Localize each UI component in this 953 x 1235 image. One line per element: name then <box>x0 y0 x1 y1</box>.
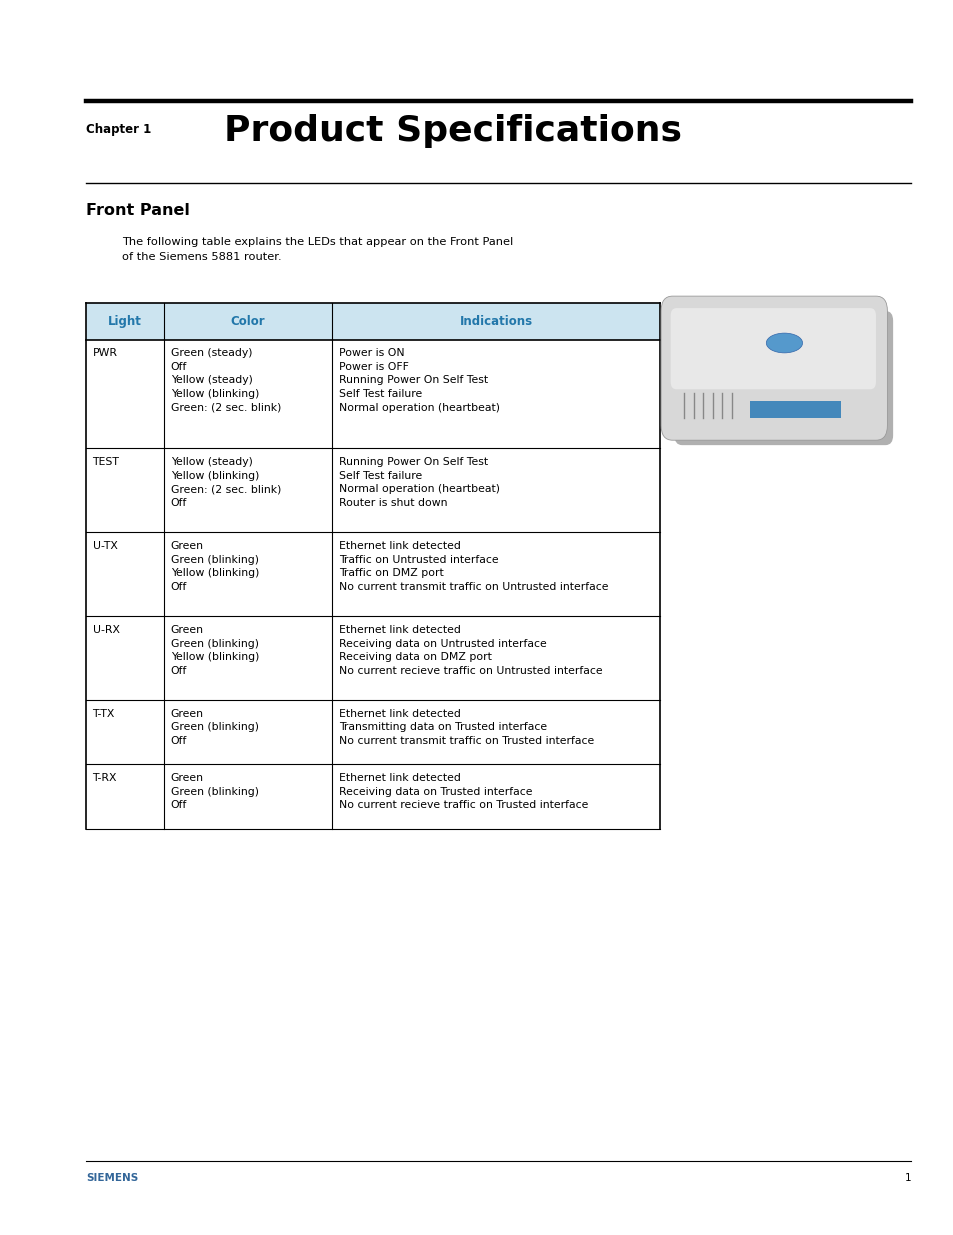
Text: Green
Green (blinking)
Yellow (blinking)
Off: Green Green (blinking) Yellow (blinking)… <box>171 541 259 592</box>
Text: PWR: PWR <box>92 348 117 358</box>
Text: Front Panel: Front Panel <box>86 203 190 217</box>
Text: Product Specifications: Product Specifications <box>224 114 681 148</box>
Text: Green
Green (blinking)
Off: Green Green (blinking) Off <box>171 709 258 746</box>
Ellipse shape <box>765 333 801 353</box>
Text: Ethernet link detected
Transmitting data on Trusted interface
No current transmi: Ethernet link detected Transmitting data… <box>338 709 594 746</box>
Bar <box>749 400 841 417</box>
FancyBboxPatch shape <box>670 308 875 389</box>
Text: Light: Light <box>108 315 142 327</box>
Text: T-TX: T-TX <box>92 709 114 719</box>
Text: U-TX: U-TX <box>92 541 117 551</box>
Text: SIEMENS: SIEMENS <box>86 1173 138 1183</box>
Text: Green
Green (blinking)
Off: Green Green (blinking) Off <box>171 773 258 810</box>
Text: Green (steady)
Off
Yellow (steady)
Yellow (blinking)
Green: (2 sec. blink): Green (steady) Off Yellow (steady) Yello… <box>171 348 281 412</box>
FancyBboxPatch shape <box>660 296 886 440</box>
Text: Yellow (steady)
Yellow (blinking)
Green: (2 sec. blink)
Off: Yellow (steady) Yellow (blinking) Green:… <box>171 457 281 508</box>
Text: Power is ON
Power is OFF
Running Power On Self Test
Self Test failure
Normal ope: Power is ON Power is OFF Running Power O… <box>338 348 499 412</box>
FancyBboxPatch shape <box>674 311 892 445</box>
Text: TEST: TEST <box>92 457 119 467</box>
Text: Indications: Indications <box>459 315 532 327</box>
Text: The following table explains the LEDs that appear on the Front Panel
of the Siem: The following table explains the LEDs th… <box>122 237 513 262</box>
Text: T-RX: T-RX <box>92 773 117 783</box>
Text: Ethernet link detected
Receiving data on Trusted interface
No current recieve tr: Ethernet link detected Receiving data on… <box>338 773 587 810</box>
Text: Ethernet link detected
Traffic on Untrusted interface
Traffic on DMZ port
No cur: Ethernet link detected Traffic on Untrus… <box>338 541 607 592</box>
Text: Ethernet link detected
Receiving data on Untrusted interface
Receiving data on D: Ethernet link detected Receiving data on… <box>338 625 601 676</box>
Text: Running Power On Self Test
Self Test failure
Normal operation (heartbeat)
Router: Running Power On Self Test Self Test fai… <box>338 457 499 508</box>
Text: U-RX: U-RX <box>92 625 119 635</box>
Text: 1: 1 <box>903 1173 910 1183</box>
Text: Color: Color <box>231 315 265 327</box>
Text: Chapter 1: Chapter 1 <box>86 124 151 137</box>
Text: Green
Green (blinking)
Yellow (blinking)
Off: Green Green (blinking) Yellow (blinking)… <box>171 625 259 676</box>
Bar <box>86 303 659 340</box>
